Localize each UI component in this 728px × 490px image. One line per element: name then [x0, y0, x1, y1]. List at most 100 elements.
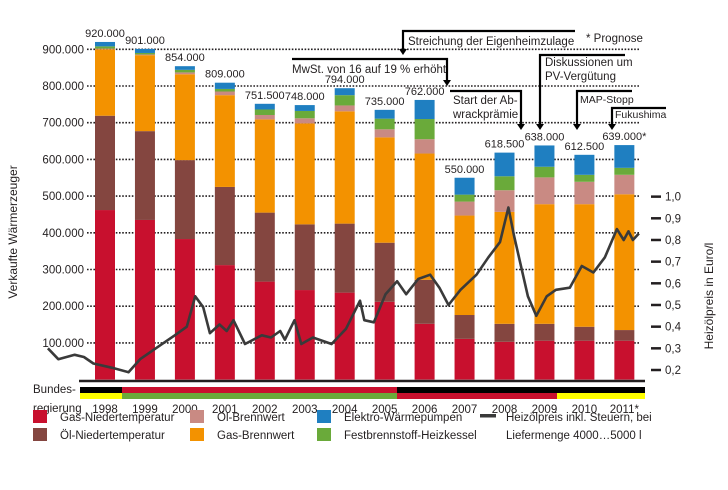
bar-segment — [294, 105, 315, 111]
bar-segment — [214, 186, 235, 266]
bar-stack-2000: 854.000 — [165, 52, 205, 380]
bar-segment — [174, 74, 195, 161]
bar-segment — [334, 223, 355, 293]
government-period-bottom — [80, 393, 122, 399]
bar-segment — [174, 69, 195, 73]
legend-swatch — [317, 410, 331, 423]
bar-segment — [254, 119, 275, 213]
bar-segment — [334, 111, 355, 224]
x-tick-label: 1999 — [132, 404, 158, 416]
bar-segment — [134, 48, 155, 53]
bar-stack-2003: 748.000 — [285, 91, 325, 380]
bar-segment — [254, 281, 275, 380]
bar-segment — [614, 330, 635, 341]
bar-segment — [134, 52, 155, 55]
government-bar: Bundes-regierung — [33, 384, 645, 415]
arrow-icon — [399, 49, 407, 55]
bar-segment — [374, 242, 395, 302]
legend-swatch — [317, 428, 331, 441]
bar-segment — [174, 66, 195, 70]
annotation-text: MAP-Stopp — [580, 94, 634, 106]
bar-segment — [494, 190, 515, 212]
bar-segment — [334, 292, 355, 380]
bar-total-label: 809.000 — [205, 69, 245, 81]
oil-price-polyline — [46, 206, 640, 374]
arrow-icon — [573, 124, 581, 130]
bar-total-label: 748.000 — [285, 91, 325, 103]
bar-segment — [574, 326, 595, 341]
government-period-bottom — [122, 393, 397, 399]
bar-total-label: 638.000 — [525, 131, 565, 143]
bar-stack-2002: 751.500 — [245, 90, 285, 380]
bar-segment — [95, 115, 115, 211]
government-period-top — [557, 387, 645, 393]
bar-segment — [414, 153, 435, 280]
bar-stack-2007: 550.000 — [445, 164, 484, 380]
legend-swatch — [33, 410, 47, 423]
right-tick-label: 0,5 — [665, 300, 681, 312]
x-tick-label: 2006 — [412, 404, 438, 416]
annotation-line — [610, 106, 666, 125]
bar-segment — [174, 160, 195, 240]
bar-segment — [374, 129, 395, 138]
legend: Öl-Niedertemperatur Gas-Niedertemperatur Ö… — [33, 410, 652, 442]
bar-segment — [534, 177, 555, 205]
bar-segment — [454, 194, 475, 202]
y-tick-label: 300.000 — [42, 265, 84, 277]
bar-segment — [494, 176, 515, 191]
government-label: Bundes- — [33, 384, 76, 396]
x-tick-label: 2010 — [572, 404, 598, 416]
bar-segment — [294, 224, 315, 291]
bar-segment — [574, 340, 595, 380]
bar-segment — [614, 145, 635, 168]
bar-segment — [414, 323, 435, 380]
bar-segment — [374, 301, 395, 380]
bar-segment — [374, 109, 395, 119]
bar-total-label: 751.500 — [245, 90, 285, 102]
bar-total-label: 794.000 — [325, 74, 365, 86]
bar-segment — [454, 201, 475, 216]
bar-segment — [374, 137, 395, 243]
bar-segment — [95, 46, 115, 49]
legend-label: Festbrennstoff-Heizkessel — [344, 430, 477, 442]
legend-label: Liefermenge 4000…5000 l — [506, 430, 642, 442]
bar-segment — [374, 118, 395, 130]
bar-total-label: 735.000 — [365, 96, 405, 108]
bar-segment — [134, 54, 155, 56]
right-tick-label: 0,9 — [665, 213, 681, 225]
government-period-top — [122, 387, 397, 393]
legend-label: Öl-Niedertemperatur — [60, 430, 165, 442]
annotation-line — [292, 57, 449, 81]
legend-label: Gas-Brennwert — [217, 430, 295, 442]
y-tick-label: 800.000 — [42, 81, 84, 93]
bar-segment — [294, 123, 315, 225]
legend-swatch — [33, 428, 47, 441]
bar-segment — [294, 110, 315, 119]
y-axis-left: 100.000 200.000 300.000 400.000 500.000 600.0… — [42, 44, 84, 350]
bar-segment — [534, 166, 555, 178]
y-tick-label: 100.000 — [42, 338, 84, 350]
bar-segment — [95, 210, 115, 380]
government-period-bottom — [397, 393, 557, 399]
bar-segment — [254, 109, 275, 115]
x-tick-label: 2002 — [252, 404, 278, 416]
right-tick-label: 0,8 — [665, 235, 681, 247]
legend-swatch — [190, 428, 204, 441]
bar-total-label: 762.000 — [405, 86, 445, 98]
footnote: * Prognose — [586, 33, 643, 45]
annotation-text: Diskussionen um — [545, 57, 633, 69]
bar-segment — [454, 177, 475, 195]
annotation-line — [450, 89, 523, 125]
bar-segment — [174, 239, 195, 380]
bar-segment — [414, 139, 435, 154]
gridlines — [87, 48, 640, 344]
annotation-text: Streichung der Eigenheimzulage — [408, 36, 574, 48]
bar-segment — [254, 103, 275, 110]
bar-segment — [454, 315, 475, 339]
y-tick-label: 900.000 — [42, 44, 84, 56]
bar-segment — [414, 119, 435, 140]
x-tick-label: 2005 — [372, 404, 398, 416]
x-tick-label: 2007 — [452, 404, 478, 416]
annotations: Streichung der Eigenheimzulage MwSt. von … — [292, 29, 667, 130]
